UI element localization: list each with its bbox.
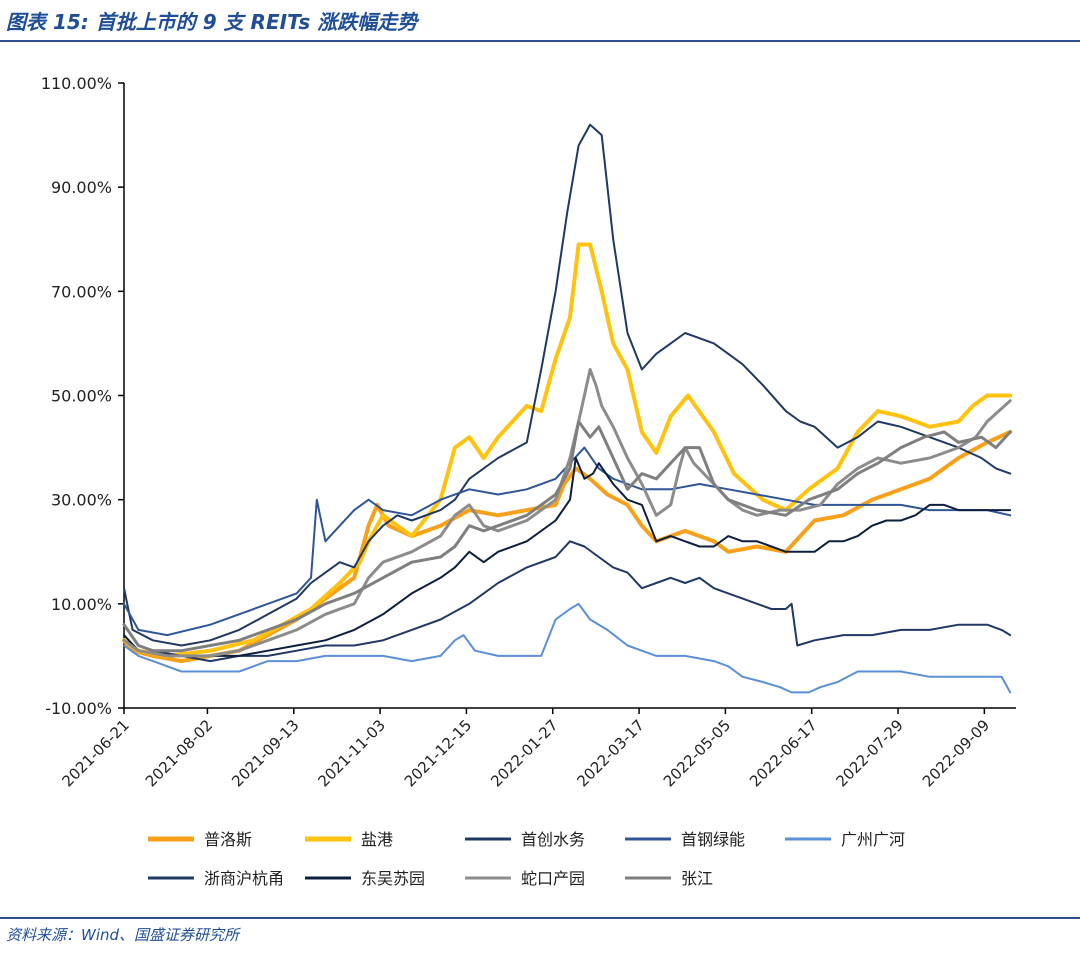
x-tick-label: 2021-09-13 — [228, 716, 302, 790]
x-tick-label: 2021-11-03 — [315, 716, 389, 790]
x-tick-label: 2021-08-02 — [142, 716, 216, 790]
legend-label: 首钢绿能 — [681, 830, 745, 849]
legend-item: 浙商沪杭甬 — [148, 869, 284, 888]
line-chart: -10.00% 10.00% 30.00% 50.00% 70.00% 90.00% 110… — [41, 74, 1016, 888]
legend-label: 盐港 — [361, 830, 393, 849]
legend-item: 普洛斯 — [148, 830, 252, 849]
x-tick-label: 2022-06-17 — [746, 716, 820, 790]
series-line-蛇口产园 — [122, 368, 1012, 658]
legend-item: 首创水务 — [465, 830, 585, 849]
footer-divider — [0, 917, 1080, 919]
series-line-张江 — [122, 420, 1012, 653]
legend-item: 广州广河 — [785, 830, 905, 849]
legend-item: 东吴苏园 — [305, 869, 425, 888]
x-axis: 2021-06-21 2021-08-02 2021-09-13 2021-11-03… — [58, 707, 1016, 790]
source-note: 资料来源：Wind、国盛证券研究所 — [6, 926, 240, 944]
legend-label: 普洛斯 — [204, 830, 252, 849]
x-tick-label: 2021-06-21 — [58, 716, 132, 790]
legend-item: 张江 — [625, 869, 713, 888]
series-line-普洛斯 — [122, 430, 1013, 664]
series-line-东吴苏园 — [123, 457, 1012, 657]
chart-title: 图表 15: 首批上市的 9 支 REITs 涨跌幅走势 — [6, 10, 418, 34]
legend-label: 张江 — [681, 869, 713, 888]
y-tick-label: 70.00% — [51, 282, 112, 301]
legend-label: 广州广河 — [841, 830, 905, 849]
title-bar: 图表 15: 首批上市的 9 支 REITs 涨跌幅走势 — [0, 0, 1080, 42]
y-tick-label: 110.00% — [41, 74, 112, 93]
x-tick-label: 2022-01-27 — [487, 716, 561, 790]
x-tick-label: 2022-05-05 — [660, 716, 734, 790]
legend-item: 蛇口产园 — [465, 869, 585, 888]
x-tick-label: 2022-03-17 — [574, 716, 648, 790]
y-axis: -10.00% 10.00% 30.00% 50.00% 70.00% 90.00% 110… — [41, 74, 125, 718]
series-line-首钢绿能 — [123, 446, 1012, 637]
y-tick-label: 90.00% — [51, 178, 112, 197]
legend-label: 首创水务 — [521, 830, 585, 849]
series-line-广州广河 — [123, 602, 1012, 694]
series-line-首创水务 — [123, 123, 1012, 647]
y-tick-label: 30.00% — [51, 491, 112, 510]
y-tick-label: -10.00% — [45, 699, 112, 718]
legend-label: 浙商沪杭甬 — [204, 869, 284, 888]
plot-area — [122, 123, 1013, 694]
y-tick-label: 50.00% — [51, 387, 112, 406]
x-tick-label: 2021-12-15 — [401, 716, 475, 790]
legend-item: 盐港 — [305, 830, 393, 849]
legend-item: 首钢绿能 — [625, 830, 745, 849]
legend-label: 东吴苏园 — [361, 869, 425, 888]
x-tick-label: 2022-07-29 — [832, 716, 906, 790]
series-line-浙商沪杭甬 — [123, 540, 1012, 663]
x-tick-label: 2022-09-09 — [919, 716, 993, 790]
y-tick-label: 10.00% — [51, 595, 112, 614]
legend-label: 蛇口产园 — [521, 869, 585, 888]
series-line-盐港 — [122, 242, 1013, 658]
